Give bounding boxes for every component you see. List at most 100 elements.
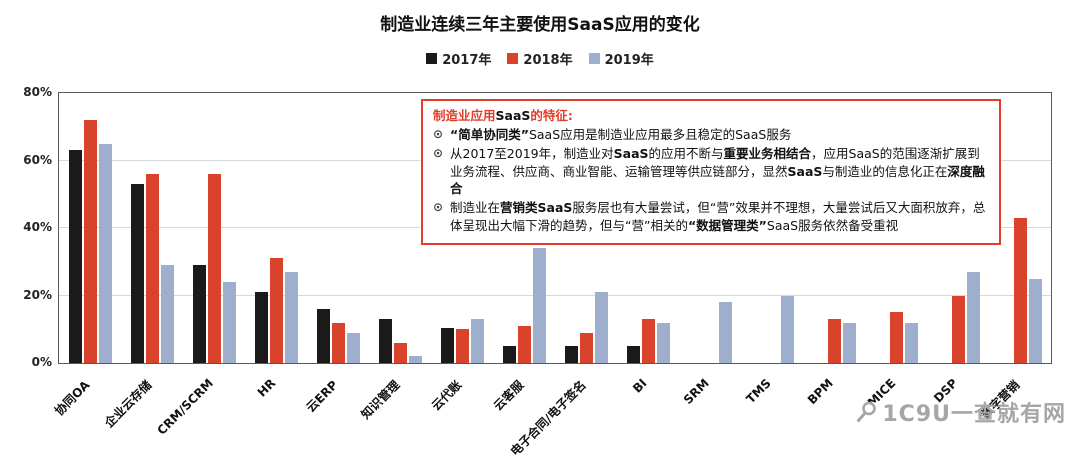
bar (656, 322, 670, 363)
watermark-text: 1C9U一查就有网 (882, 402, 1066, 427)
x-tick-label: HR (254, 376, 278, 400)
bar (145, 174, 159, 363)
annotation-text-segment: “数据管理类” (687, 217, 767, 233)
annotation-text-segment: 重要业务相结合 (723, 145, 812, 161)
annotation-text-segment: 服务层也有大量尝试，但“营”效果并不理想，大量尝试后又大面积放弃，总体呈现出大幅… (450, 200, 986, 233)
annotation-title-segment: 的特征: (530, 108, 573, 123)
annotation-text-segment: 营销类SaaS (500, 200, 573, 216)
bar (83, 120, 97, 363)
annotation-box: 制造业应用SaaS的特征: ⊙ “简单协同类”SaaS应用是制造业应用最多且稳定的… (421, 99, 1001, 245)
x-tick-label: TMS (743, 376, 774, 407)
bar (68, 150, 82, 363)
annotation-text-segment: 的应用不断与 (648, 145, 724, 161)
plot-area: 制造业应用SaaS的特征: ⊙ “简单协同类”SaaS应用是制造业应用最多且稳定的… (58, 92, 1052, 364)
legend-label: 2019年 (604, 53, 654, 68)
legend-label: 2017年 (442, 53, 492, 68)
x-tick-label: BI (630, 376, 650, 396)
annotation-bullet: ⊙ “简单协同类”SaaS应用是制造业应用最多且稳定的SaaS服务 (433, 126, 989, 144)
x-tick-label: 云客服 (490, 377, 527, 414)
bar (780, 295, 794, 363)
annotation-bullets: ⊙ “简单协同类”SaaS应用是制造业应用最多且稳定的SaaS服务 ⊙ 从2017至2… (433, 126, 989, 235)
bar (517, 325, 531, 363)
x-tick-label: BPM (804, 376, 836, 408)
bar (316, 309, 330, 363)
annotation-text-segment: 制造业在 (450, 200, 501, 216)
annotation-bullet: ⊙ 制造业在营销类SaaS服务层也有大量尝试，但“营”效果并不理想，大量尝试后又大… (433, 199, 989, 235)
bar (207, 174, 221, 363)
bar (842, 322, 856, 363)
bar (254, 292, 268, 363)
bar (393, 342, 407, 363)
bar (502, 346, 516, 363)
bar (827, 319, 841, 363)
bar (98, 143, 112, 363)
annotation-title: 制造业应用SaaS的特征: (433, 107, 989, 125)
bar (718, 302, 732, 363)
annotation-bullet-text: “简单协同类”SaaS应用是制造业应用最多且稳定的SaaS服务 (450, 126, 989, 144)
legend-swatch (426, 53, 438, 64)
annotation-text-segment: SaaS应用是制造业应用最多且稳定的SaaS服务 (528, 127, 792, 143)
bar (594, 292, 608, 363)
bullet-icon: ⊙ (433, 145, 444, 160)
x-tick-label: 协同OA (51, 377, 93, 419)
legend-swatch (507, 53, 519, 64)
bar (889, 312, 903, 363)
gridline (59, 294, 1051, 296)
bullet-icon: ⊙ (433, 127, 444, 142)
legend-item: 2018年 (507, 49, 573, 68)
bar (626, 346, 640, 363)
bar (564, 346, 578, 363)
magnifier-icon (857, 401, 877, 422)
bar (192, 265, 206, 363)
annotation-bullet: ⊙ 从2017至2019年，制造业对SaaS的应用不断与重要业务相结合，应用Saa… (433, 145, 989, 198)
watermark: 1C9U一查就有网 (855, 396, 1066, 428)
annotation-text-segment: 深度融合 (450, 163, 985, 197)
y-tick-label: 20% (23, 287, 52, 302)
annotation-text-segment: 从2017至2019年，制造业对 (450, 145, 614, 161)
legend-item: 2017年 (426, 49, 491, 68)
chart-title: 制造业连续三年主要使用SaaS应用的变化 (380, 15, 700, 35)
y-tick-label: 60% (23, 152, 52, 167)
annotation-text-segment: “简单协同类” (450, 127, 529, 143)
annotation-text-segment: SaaS (613, 145, 649, 161)
bar (532, 248, 546, 363)
legend-label: 2018年 (523, 53, 573, 68)
bar (951, 295, 965, 363)
legend-swatch (588, 53, 600, 64)
bar (1028, 278, 1042, 363)
bar (1013, 217, 1027, 363)
bar (470, 319, 484, 363)
bar (378, 319, 392, 363)
y-axis-labels: 0% 20% 40% 60% 80% (12, 85, 52, 369)
bar (408, 356, 422, 363)
x-tick-label: 企业云存储 (101, 377, 155, 431)
bar (130, 184, 144, 363)
bar (440, 327, 454, 363)
annotation-text-segment: SaaS (787, 163, 823, 179)
bar (455, 329, 469, 363)
x-tick-label: 云代账 (428, 377, 465, 414)
annotation-title-segment: SaaS (495, 108, 531, 123)
y-tick-label: 80% (23, 85, 52, 99)
annotation-text-segment: 与制造业的信息化正在 (822, 163, 948, 179)
bar (222, 282, 236, 363)
x-tick-label: SRM (680, 376, 712, 408)
y-tick-label: 0% (31, 355, 52, 369)
bar (160, 265, 174, 363)
bullet-icon: ⊙ (433, 200, 444, 215)
bar (579, 332, 593, 363)
legend: 2017年 2018年 2019年 (0, 49, 1080, 68)
annotation-bullet-text: 从2017至2019年，制造业对SaaS的应用不断与重要业务相结合，应用SaaS… (450, 145, 989, 198)
x-tick-label: CRM/SCRM (154, 376, 216, 438)
x-tick-label: 知识管理 (358, 377, 403, 422)
x-tick-label: 云ERP (303, 377, 341, 415)
bar (641, 319, 655, 363)
annotation-text-segment: SaaS服务依然备受重视 (766, 217, 899, 233)
bar (284, 271, 298, 363)
bar (331, 322, 345, 363)
annotation-text-segment: ，应用SaaS的范围逐渐扩展到业务流程、供应商、商业智能、运输管理等供应链部分，… (450, 145, 980, 179)
annotation-bullet-text: 制造业在营销类SaaS服务层也有大量尝试，但“营”效果并不理想，大量尝试后又大面… (450, 199, 989, 235)
legend-item: 2019年 (588, 49, 654, 68)
y-tick-label: 40% (23, 220, 52, 234)
